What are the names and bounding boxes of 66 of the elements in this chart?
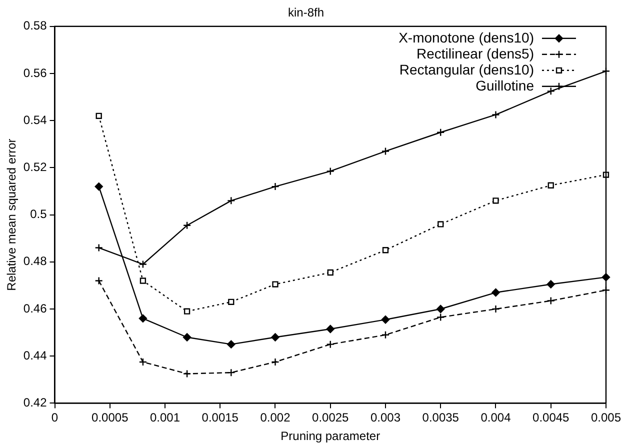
x-tick-label: 0.0005 bbox=[92, 410, 129, 425]
x-tick-label: 0.0035 bbox=[422, 410, 460, 425]
point bbox=[436, 313, 445, 322]
y-tick-label: 0.5 bbox=[30, 207, 48, 222]
point bbox=[326, 340, 334, 348]
point bbox=[326, 324, 334, 334]
point bbox=[140, 278, 146, 284]
y-tick-label: 0.42 bbox=[23, 396, 48, 410]
point bbox=[182, 333, 192, 342]
x-tick-label: 0.004 bbox=[480, 410, 512, 425]
legend-label: Guillotine bbox=[476, 77, 534, 94]
x-tick-label: 0.0025 bbox=[312, 410, 350, 425]
y-tick-label: 0.44 bbox=[23, 348, 48, 362]
point bbox=[227, 368, 236, 377]
legend-label: X-monotone (dens10) bbox=[398, 29, 534, 46]
point bbox=[271, 182, 280, 191]
x-tick-label: 0.0015 bbox=[202, 410, 239, 425]
legend-label: Rectangular (dens10) bbox=[399, 61, 534, 78]
point bbox=[96, 112, 102, 119]
x-tick-label: 0 bbox=[51, 410, 58, 425]
point bbox=[438, 221, 444, 228]
point bbox=[381, 330, 390, 340]
x-tick-label: 0.001 bbox=[150, 410, 180, 425]
point bbox=[381, 316, 390, 324]
point bbox=[227, 340, 236, 348]
point bbox=[546, 280, 555, 288]
point bbox=[492, 304, 500, 314]
point bbox=[228, 298, 234, 306]
point bbox=[492, 110, 500, 119]
x-tick-label: 0.003 bbox=[370, 410, 401, 425]
y-tick-label: 0.52 bbox=[23, 160, 48, 174]
x-tick-label: 0.002 bbox=[260, 410, 291, 425]
y-tick-label: 0.56 bbox=[23, 66, 48, 80]
point bbox=[94, 276, 103, 285]
point bbox=[436, 128, 445, 136]
legend-label: Rectilinear (dens5) bbox=[416, 45, 534, 62]
point bbox=[436, 304, 445, 314]
point bbox=[546, 296, 555, 305]
point bbox=[492, 198, 499, 204]
point bbox=[94, 182, 103, 191]
x-tick-label: 0.005 bbox=[590, 410, 622, 425]
point bbox=[548, 182, 554, 188]
point bbox=[182, 370, 192, 378]
point bbox=[381, 147, 390, 156]
point bbox=[382, 247, 389, 254]
point bbox=[492, 288, 500, 297]
point bbox=[138, 358, 148, 366]
point bbox=[271, 333, 280, 342]
y-tick-label: 0.54 bbox=[23, 112, 48, 127]
point bbox=[94, 244, 103, 252]
y-axis-title: Relative mean squared error bbox=[4, 138, 19, 291]
point bbox=[227, 196, 236, 205]
point bbox=[272, 281, 278, 288]
chart-title: kin-8fh bbox=[288, 6, 324, 20]
x-tick-label: 0.0045 bbox=[532, 410, 570, 425]
point bbox=[326, 167, 334, 176]
point bbox=[138, 314, 148, 323]
x-axis-title: Pruning parameter bbox=[280, 429, 380, 444]
point bbox=[327, 269, 334, 276]
y-tick-label: 0.46 bbox=[23, 301, 48, 316]
point bbox=[182, 221, 192, 230]
y-tick-label: 0.48 bbox=[23, 254, 48, 268]
point bbox=[271, 358, 280, 366]
point bbox=[138, 260, 148, 268]
y-tick-label: 0.58 bbox=[23, 18, 48, 33]
point bbox=[184, 308, 190, 314]
